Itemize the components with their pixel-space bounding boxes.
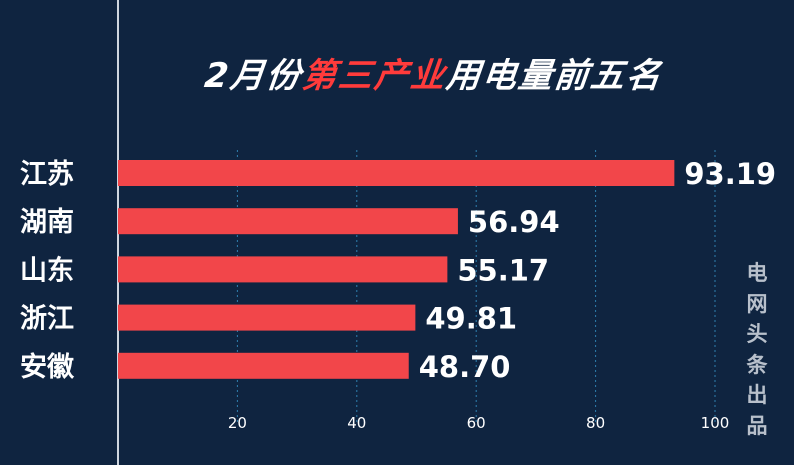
x-tick-label: 40 — [347, 414, 366, 432]
watermark-char: 电 — [746, 261, 768, 285]
bar — [118, 256, 448, 283]
x-tick-label: 20 — [228, 414, 247, 432]
chart-title: 2月份第三产业用电量前五名 — [202, 48, 665, 97]
bar — [118, 352, 409, 379]
watermark-char: 网 — [746, 291, 768, 316]
category-label: 江苏 — [20, 159, 74, 190]
value-labels: 93.19 56.94 55.17 49.81 48.70 — [419, 157, 776, 384]
bar — [118, 208, 458, 235]
value-label: 49.81 — [425, 302, 517, 336]
value-label: 48.70 — [419, 350, 511, 384]
x-tick-label: 100 — [701, 414, 730, 432]
bar — [118, 304, 416, 331]
watermark-char: 品 — [746, 413, 768, 438]
watermark-char: 头 — [746, 322, 768, 346]
category-label: 山东 — [20, 254, 74, 286]
grid-lines — [236, 150, 716, 425]
value-label: 93.19 — [684, 157, 776, 191]
x-tick-labels: 20 40 60 80 100 — [228, 414, 729, 432]
watermark-char: 出 — [746, 383, 768, 407]
bars — [118, 160, 675, 379]
value-label: 56.94 — [468, 205, 560, 239]
watermark: 电 网 头 条 出 品 — [742, 258, 772, 441]
category-label: 浙江 — [20, 304, 74, 335]
watermark-char: 条 — [746, 352, 768, 377]
value-label: 55.17 — [457, 253, 549, 287]
category-label: 安徽 — [20, 352, 75, 383]
title-prefix: 2月份 — [202, 56, 305, 96]
category-label: 湖南 — [20, 207, 74, 238]
bar — [118, 160, 675, 186]
x-tick-label: 60 — [467, 414, 486, 432]
title-suffix: 用电量前五名 — [444, 56, 665, 96]
title-highlight: 第三产业 — [300, 56, 449, 96]
x-tick-label: 80 — [586, 414, 605, 432]
